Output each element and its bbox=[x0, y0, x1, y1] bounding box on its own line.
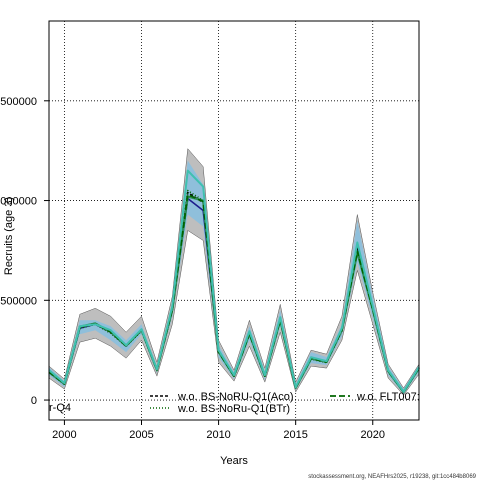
plot-frame bbox=[48, 20, 420, 421]
series-line-1 bbox=[48, 197, 420, 393]
legend-entry-flt: w.o. FLT007: bbox=[356, 391, 420, 403]
series-line-4 bbox=[48, 195, 420, 394]
legend-entry-btr: w.o. BS-NoRu-Q1(BTr) bbox=[177, 403, 290, 415]
x-tick-label: 2015 bbox=[283, 429, 307, 441]
x-axis-ticks: 2000 2005 2010 2015 2020 bbox=[52, 420, 385, 441]
x-tick-label: 2000 bbox=[52, 429, 76, 441]
series-lines bbox=[48, 169, 420, 394]
y-tick-label: 0 bbox=[31, 395, 37, 407]
x-tick-label: 2010 bbox=[206, 429, 230, 441]
legend-entry-aco: w.o. BS-NoRU-Q1(Aco) bbox=[177, 391, 294, 403]
grid-lines bbox=[49, 21, 419, 420]
series-line-5 bbox=[48, 193, 420, 393]
x-tick-label: 2005 bbox=[129, 429, 153, 441]
x-axis-title: Years bbox=[220, 455, 248, 467]
x-tick-label: 2020 bbox=[361, 429, 385, 441]
y-tick-label: 500000 bbox=[0, 295, 37, 307]
y-tick-label: 1000000 bbox=[0, 196, 37, 208]
series-line-6 bbox=[48, 169, 420, 393]
footer-credit: stockassessment.org, NEAFHrs2025, r19238… bbox=[308, 474, 476, 480]
legend: r-Q4 w.o. BS-NoRU-Q1(Aco) w.o. BS-NoRu-Q… bbox=[49, 391, 420, 415]
y-tick-label: 1500000 bbox=[0, 96, 37, 108]
legend-cut-entry: r-Q4 bbox=[49, 402, 71, 414]
y-axis-title: Recruits (age 3) bbox=[3, 197, 15, 275]
y-axis-ticks: 0 500000 1000000 1500000 bbox=[0, 96, 49, 407]
